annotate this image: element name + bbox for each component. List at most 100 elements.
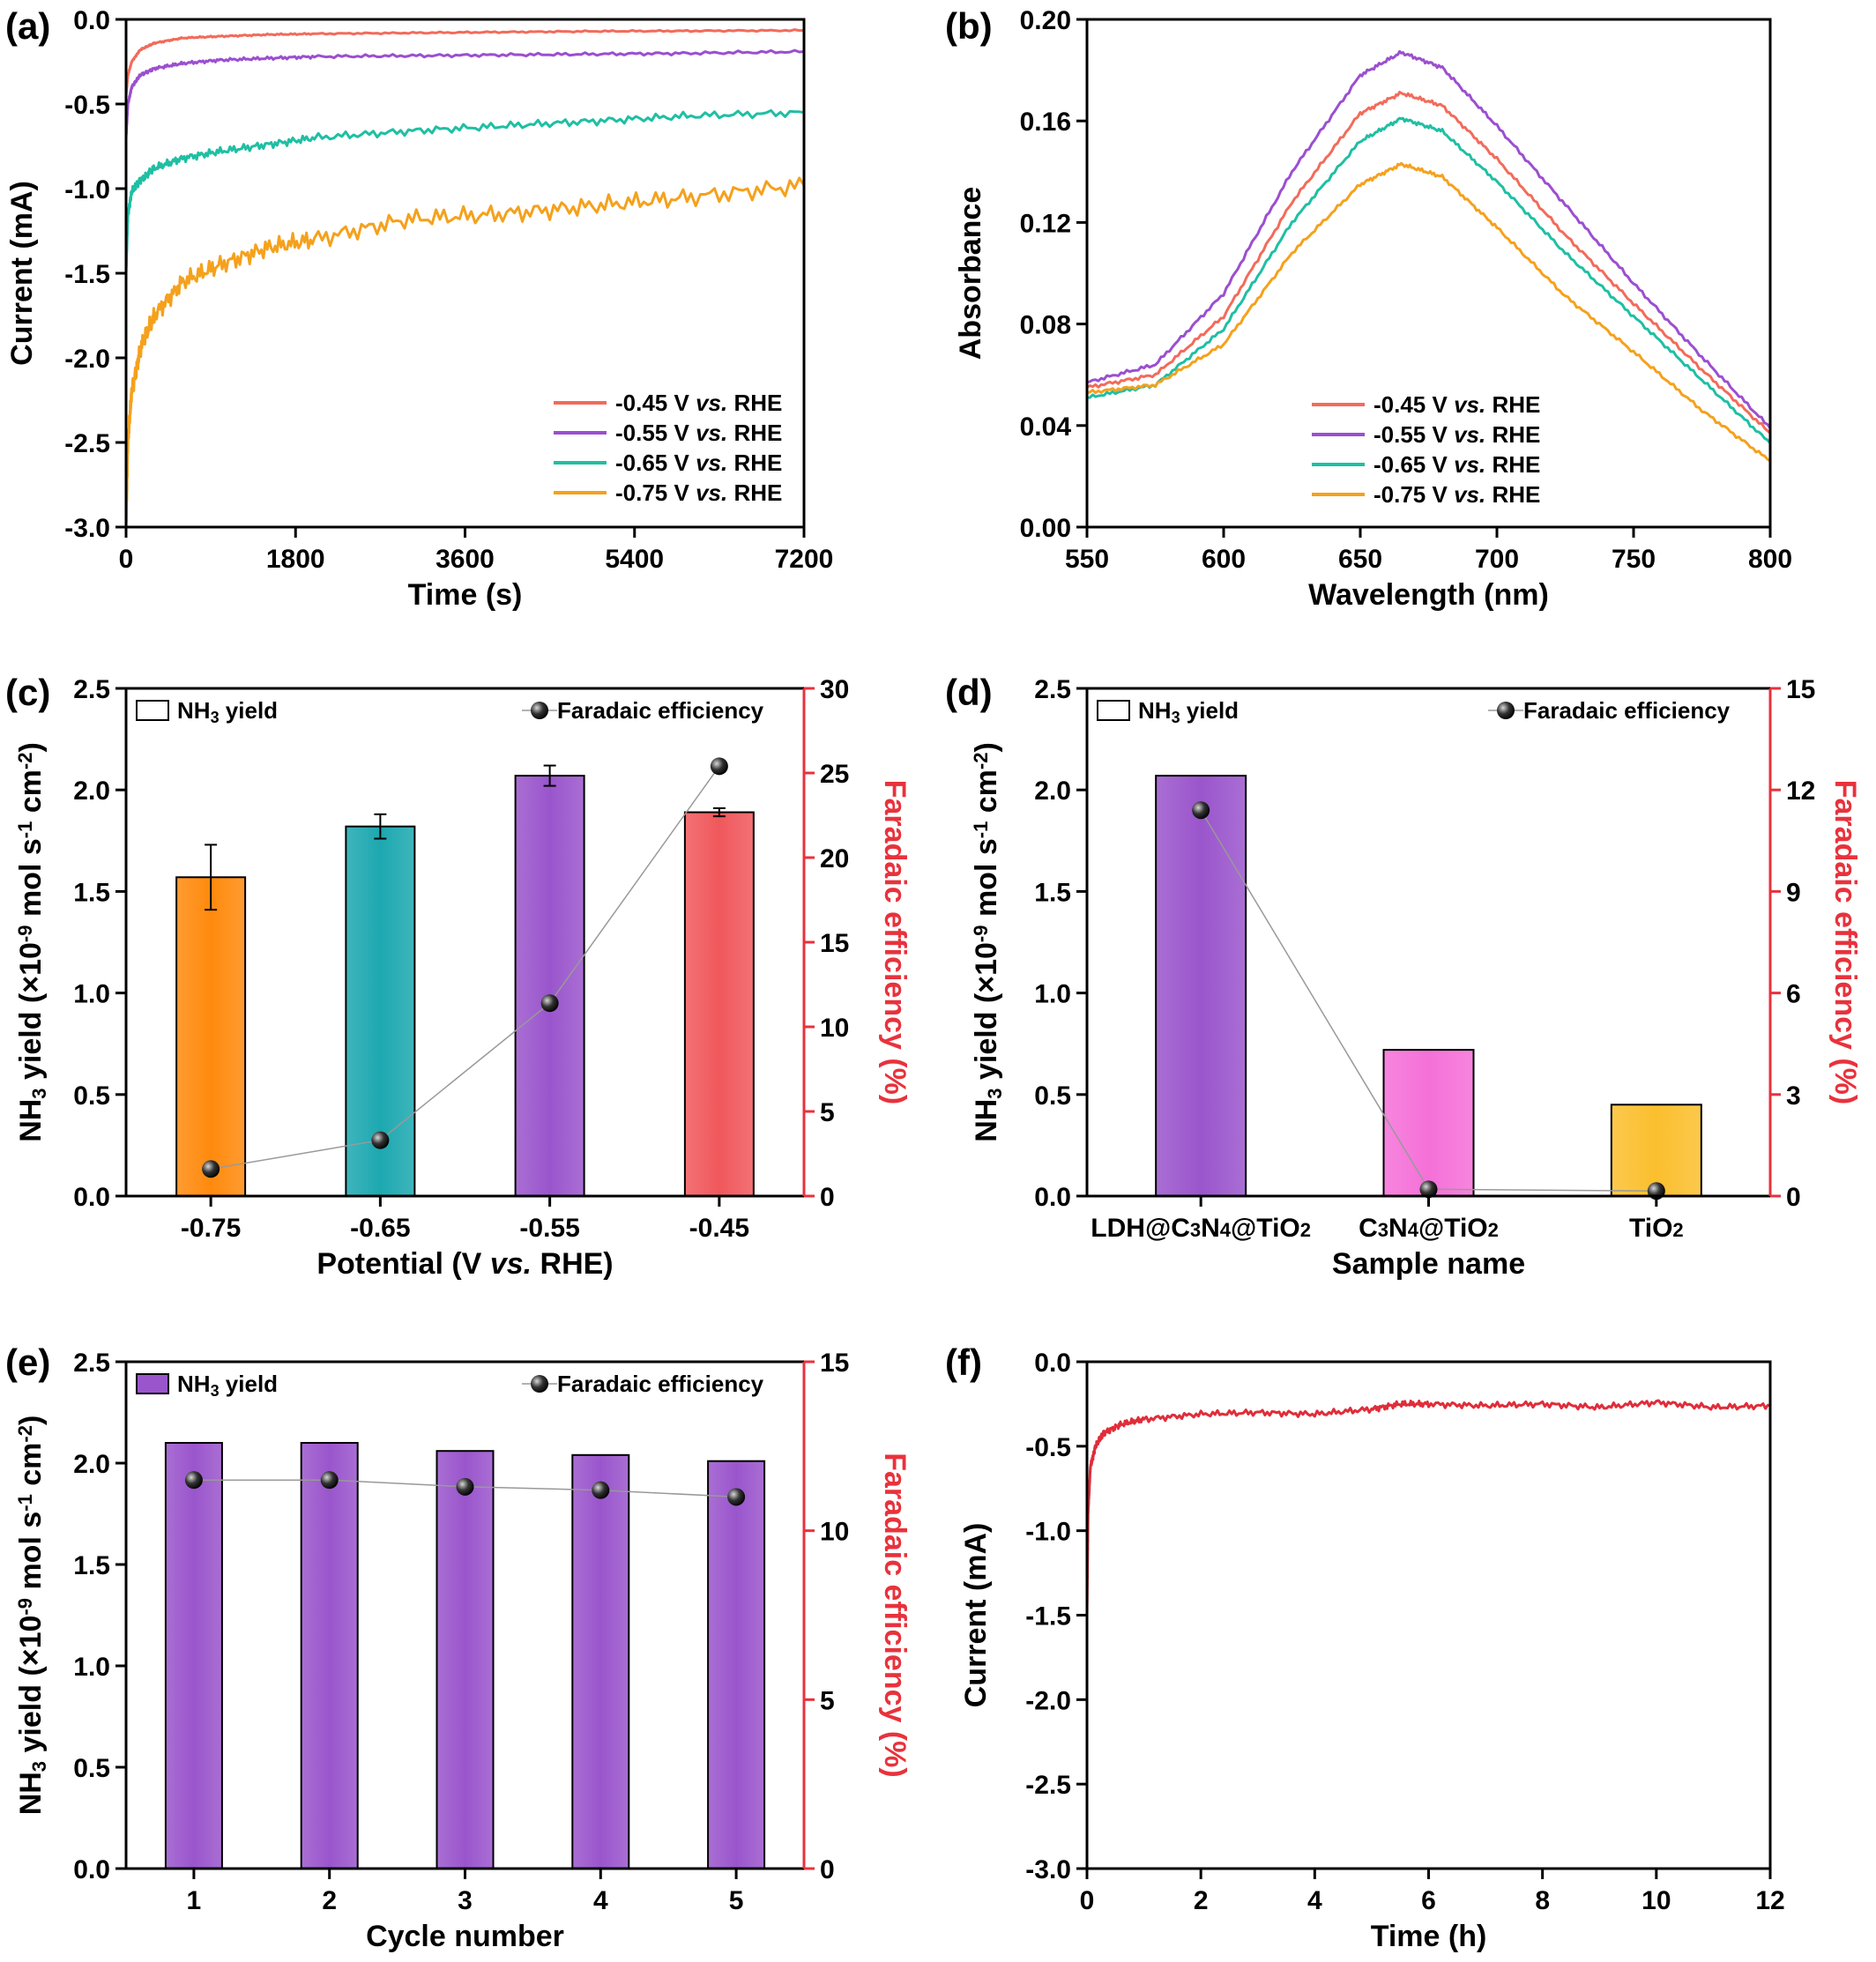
y-tick-label: 5 (820, 1098, 835, 1127)
legend-text: RHE (1485, 421, 1540, 448)
plot-frame (1085, 1360, 1772, 1870)
legend-fe-marker (531, 702, 548, 719)
y-tick-label: 1.5 (1034, 878, 1071, 907)
bar (707, 1460, 766, 1869)
x-tick-label: 750 (1612, 545, 1656, 574)
label-part: 3 (28, 1088, 50, 1098)
label-part: -1 (14, 821, 36, 839)
fe-marker (592, 1481, 610, 1499)
panel-label: (a) (5, 5, 50, 47)
series-line-3 (1086, 161, 1771, 463)
label-part: -1 (970, 821, 992, 839)
y-tick-label: 20 (820, 844, 849, 873)
legend-entry: -0.75 V vs. RHE (1374, 481, 1540, 508)
label-part: mol s (970, 838, 1003, 925)
panel-c: (c) -0.75 -0.65 -0.55 -0.45 0.0 0.5 1.0 1.5 2.0 2.… (5, 672, 912, 1281)
x-tick-label: 1 (187, 1886, 202, 1915)
x-tick-label: 550 (1065, 545, 1109, 574)
y-tick-label: -3.0 (1025, 1855, 1071, 1884)
y-tick-label: -1.0 (1025, 1518, 1071, 1547)
y-tick-label: 0.0 (73, 1183, 110, 1212)
legend-entry: -0.65 V vs. RHE (615, 450, 782, 476)
legend-text: 3 (1172, 709, 1180, 726)
legend-text: yield (220, 1371, 278, 1397)
y-tick-label: 15 (1786, 675, 1815, 704)
panel-label: (d) (945, 672, 993, 713)
x-tick-label: 5400 (605, 545, 664, 574)
fe-marker (540, 994, 559, 1013)
legend-text: vs. (696, 450, 727, 476)
legend-text: yield (1180, 697, 1239, 724)
bar (571, 1453, 630, 1870)
y-tick-label: -1.5 (64, 260, 110, 289)
label-part: yield (×10 (970, 942, 1003, 1088)
legend-text: RHE (727, 390, 782, 416)
x-tick-label: 650 (1338, 545, 1382, 574)
y-tick-label: -3.0 (64, 514, 110, 543)
legend-text: vs. (1454, 421, 1485, 448)
legend-text: -0.55 V (615, 420, 696, 446)
bar (514, 775, 585, 1198)
bar (300, 1442, 359, 1869)
legend-bar-label: NH3 yield (177, 1371, 278, 1400)
x-tick-label: 700 (1475, 545, 1519, 574)
x-tick-label: -0.55 (519, 1214, 579, 1243)
y-tick-label: 30 (820, 675, 849, 704)
fe-marker (727, 1488, 746, 1506)
y-tick-label: 1.0 (73, 1653, 110, 1682)
label-part: yield (×10 (14, 942, 48, 1088)
legend-fe-label: Faradaic efficiency (557, 1371, 764, 1397)
legend-text: vs. (696, 420, 727, 446)
x-tick-label: 6 (1421, 1886, 1436, 1915)
legend-entry: -0.55 V vs. RHE (1374, 421, 1540, 448)
label-part: -9 (14, 925, 36, 943)
bar (1155, 775, 1247, 1198)
y2-axis-label: Faradaic efficiency (%) (878, 1453, 912, 1777)
label-part: mol s (14, 1512, 48, 1598)
label-part: Potential (V (316, 1247, 489, 1281)
y-tick-label: 0.12 (1020, 209, 1071, 238)
legend-text: -0.45 V (1374, 391, 1454, 418)
legend-entry: -0.45 V vs. RHE (615, 390, 782, 416)
panel-label: (f) (945, 1341, 982, 1383)
y-tick-label: 2.5 (73, 1349, 110, 1378)
legend-text: -0.65 V (615, 450, 696, 476)
y-axis-label: NH3 yield (×10-9 mol s-1 cm-2) (14, 1416, 50, 1816)
legend-text: -0.75 V (1374, 481, 1454, 508)
y-tick-label: 0.0 (73, 6, 110, 35)
x-axis-label: Time (h) (1371, 1920, 1487, 1953)
y-tick-label: 9 (1786, 878, 1801, 907)
fe-marker (202, 1160, 220, 1178)
x-axis-label: Wavelength (nm) (1308, 578, 1549, 612)
x-tick-label: 8 (1535, 1886, 1550, 1915)
legend-fe-marker (1497, 702, 1515, 719)
label-part: -2 (970, 753, 992, 770)
x-tick-label: -0.75 (181, 1214, 241, 1243)
y-tick-label: 0.20 (1020, 6, 1071, 35)
legend-text: -0.75 V (615, 479, 696, 506)
bar (1382, 1049, 1475, 1198)
bar (175, 876, 247, 1197)
label-part: NH (14, 1772, 48, 1815)
x-tick-label: 0 (119, 545, 134, 574)
x-tick-label: 4 (1307, 1886, 1322, 1915)
label-part: ) (14, 1416, 48, 1425)
series-line-0 (1086, 91, 1771, 435)
x-tick-label: 12 (1755, 1886, 1784, 1915)
y-tick-label: 25 (820, 760, 849, 789)
label-part: vs. (490, 1247, 532, 1281)
y-tick-label: -2.0 (1025, 1686, 1071, 1715)
series-line-2 (1087, 116, 1772, 444)
panel-e: (e) 1 2 3 4 5 0.0 0.5 1.0 1.5 2.0 2.5 0 5 10 15 Cycle nu… (5, 1341, 912, 1953)
legend-fe-marker (531, 1375, 548, 1393)
panel-label: (b) (945, 5, 993, 47)
x-tick-label: C3N4@TiO2 (1359, 1214, 1499, 1243)
x-tick-label: 2 (1194, 1886, 1209, 1915)
y-tick-label: 0.5 (73, 1754, 110, 1783)
y-tick-label: 2.0 (73, 1450, 110, 1479)
x-tick-label: 2 (322, 1886, 337, 1915)
series-line-2 (124, 108, 805, 274)
legend-fe-label: Faradaic efficiency (557, 697, 764, 724)
legend-text: NH (1138, 697, 1172, 724)
fe-marker (320, 1471, 339, 1490)
